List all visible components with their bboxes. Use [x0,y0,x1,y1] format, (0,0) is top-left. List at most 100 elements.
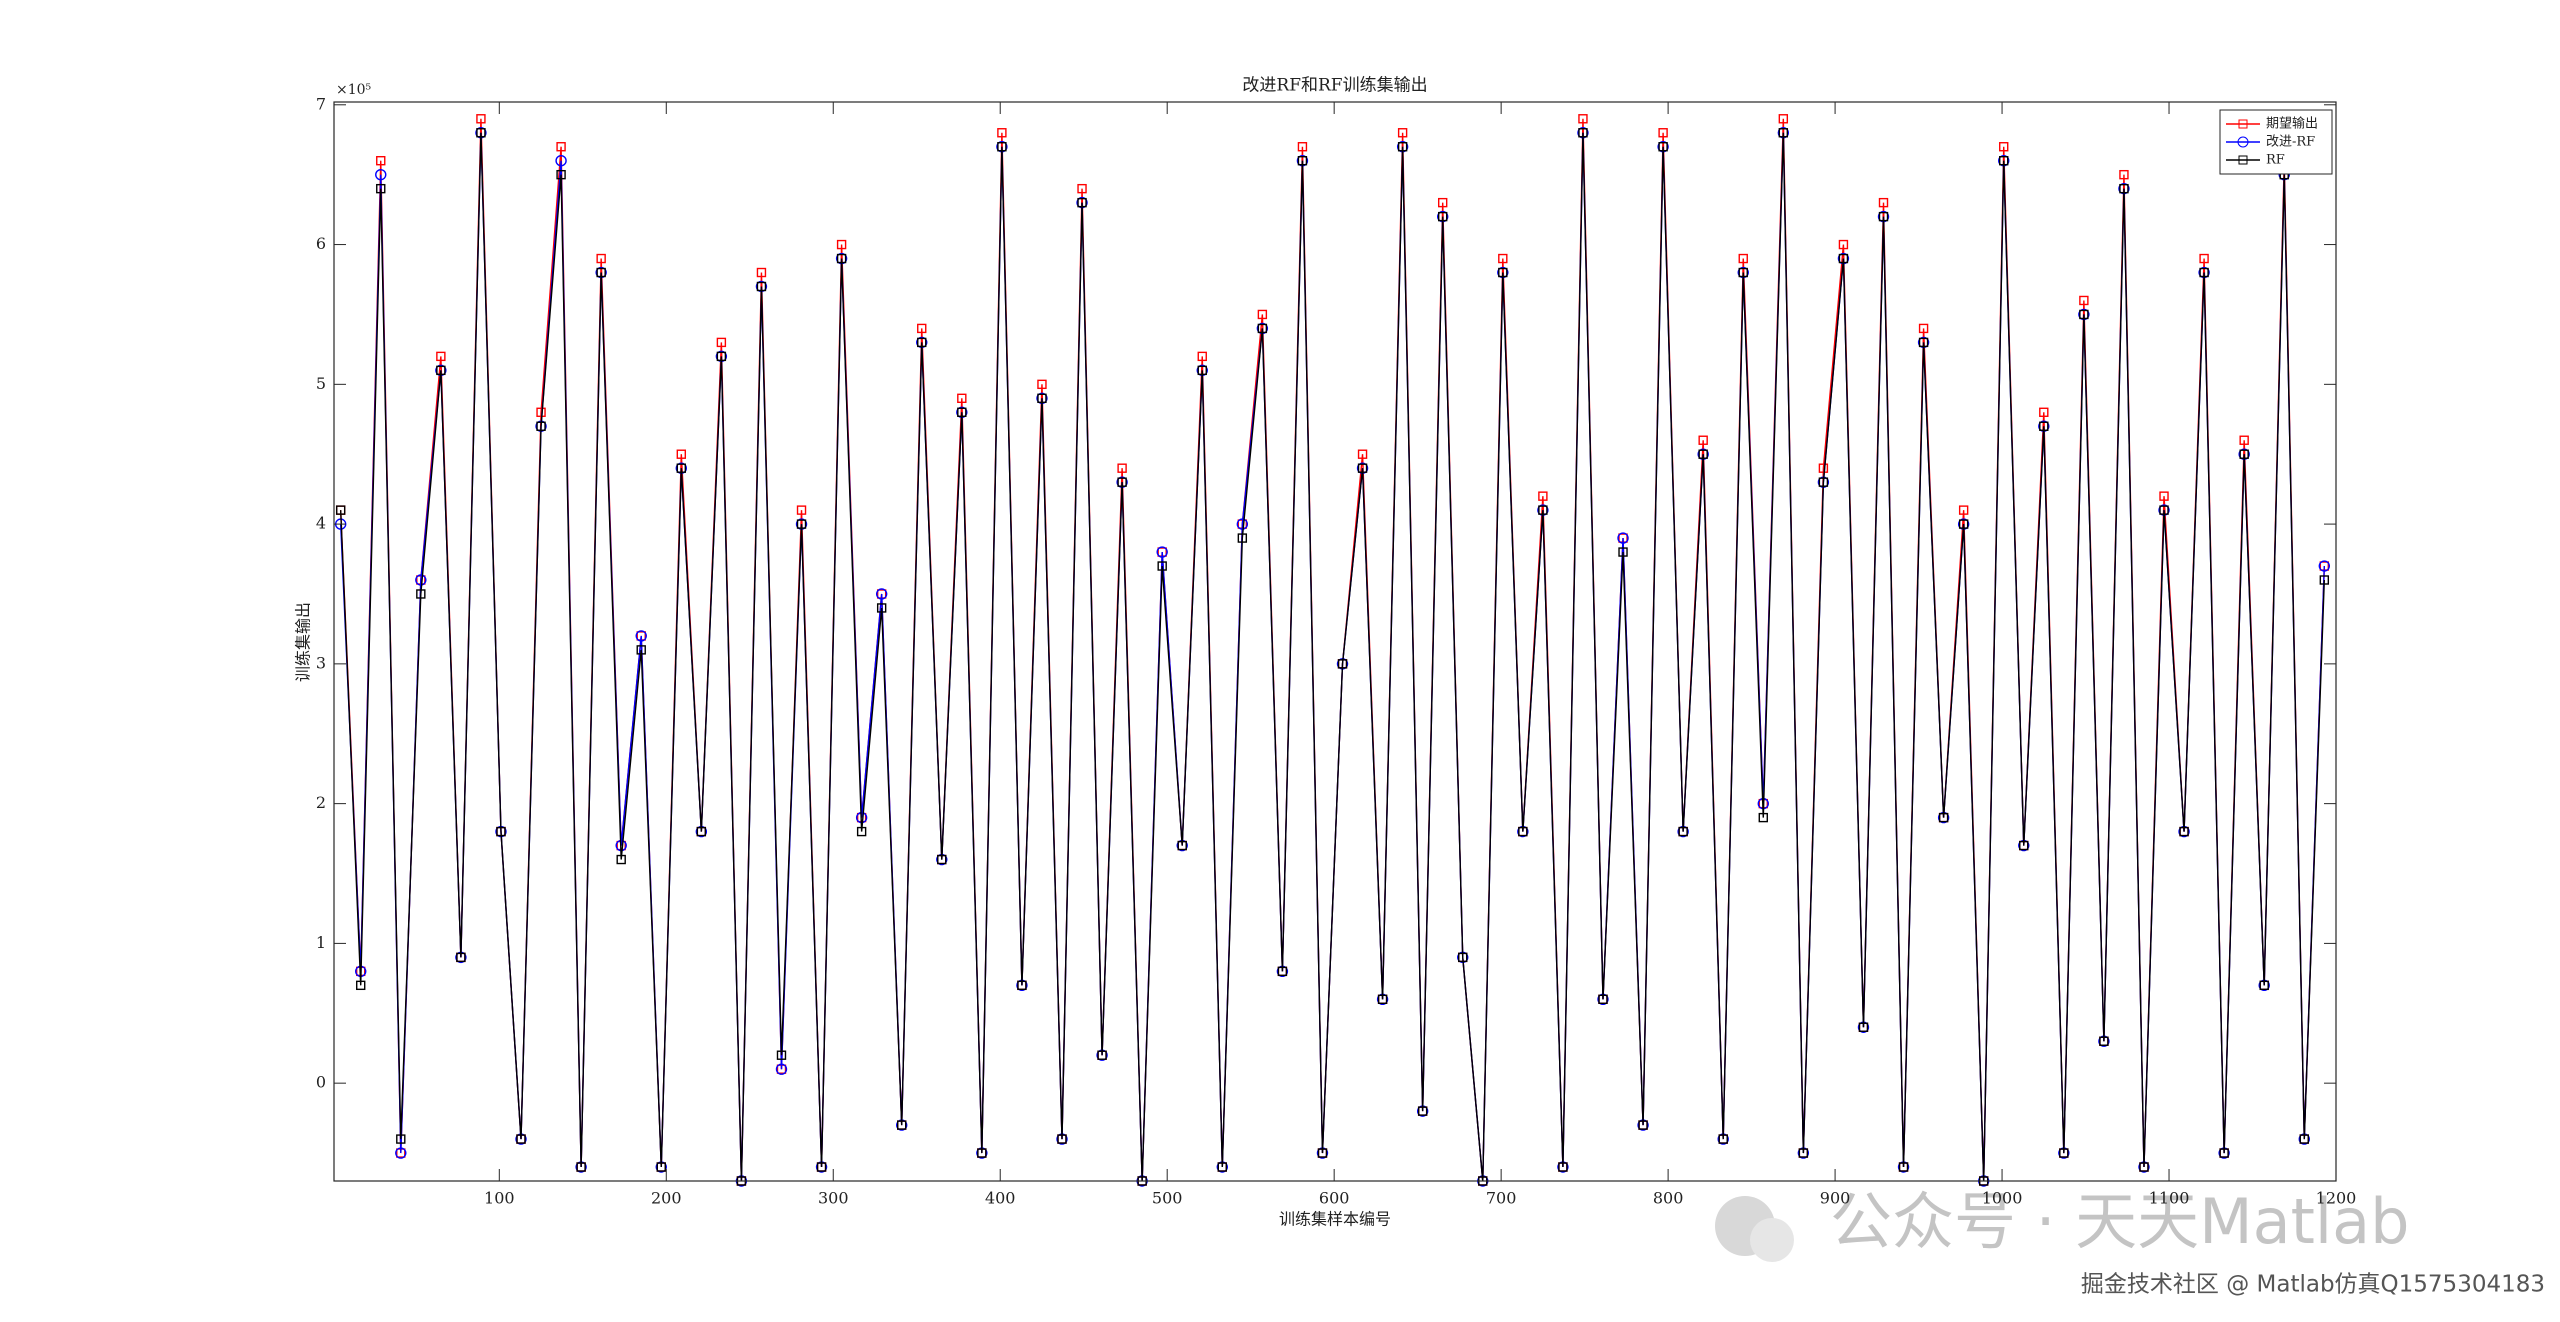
marker [395,1147,407,1159]
marker [1177,840,1187,851]
marker [656,1162,666,1172]
marker [1798,1148,1809,1158]
marker [917,323,927,334]
marker [1458,952,1468,963]
x-tick-label: 200 [651,1189,682,1208]
marker [476,128,486,138]
legend-label: 期望输出 [2266,116,2318,132]
marker [375,168,387,181]
marker [1698,449,1708,459]
marker [1718,1134,1728,1144]
marker [1498,267,1508,278]
marker [1938,812,1949,823]
marker [1357,449,1368,459]
marker [1678,826,1688,837]
marker [2259,980,2269,991]
marker [1878,197,1889,208]
marker [1958,505,1969,515]
marker [536,421,546,431]
marker [1317,1148,1328,1158]
watermark-icon [1715,1196,1794,1262]
marker [1738,267,1748,278]
marker [1197,365,1207,376]
marker [396,1134,406,1144]
marker [1918,337,1929,348]
marker [2079,295,2089,306]
marker [816,1162,827,1172]
marker [2059,1148,2069,1158]
marker [2199,267,2209,278]
marker [2099,1036,2109,1046]
marker [1738,253,1748,264]
marker [1437,197,1448,208]
marker [1778,114,1789,124]
marker [676,449,687,459]
marker [875,588,888,600]
legend-marker [2238,155,2248,165]
marker [937,854,947,865]
marker [1898,1162,1909,1172]
y-tick-label: 0 [316,1073,326,1092]
plot [334,114,2331,1187]
marker [1236,518,1249,530]
marker [1417,1106,1428,1116]
chart-title: 改进RF和RF训练集输出 [1242,76,1427,96]
marker [1878,211,1889,222]
marker [616,854,626,865]
y-tick-label: 2 [316,793,326,812]
x-axis-label: 训练集样本编号 [1279,1210,1391,1229]
marker [2299,1134,2309,1144]
marker [1117,463,1127,473]
x-tick-label: 100 [484,1189,515,1208]
marker [2219,1148,2229,1158]
marker [977,1148,987,1158]
marker [1337,659,1348,669]
marker [1117,477,1127,487]
marker [2318,560,2331,572]
y-tick-label: 5 [316,374,326,393]
marker [1617,532,1629,544]
marker [1958,519,1969,529]
footer: 掘金技术社区 @ Matlab仿真Q1575304183 [2081,1272,2545,1298]
marker [1518,826,1528,837]
marker [596,267,606,278]
marker [2119,183,2129,194]
marker [1437,211,1448,222]
marker [1818,463,1829,473]
marker [2159,491,2169,501]
legend-marker [2237,136,2249,148]
marker [2019,840,2029,851]
marker [436,365,446,376]
marker [1297,142,1308,152]
marker [796,519,807,529]
marker [1197,351,1207,362]
marker [476,114,486,124]
marker [1538,505,1548,515]
marker [536,407,546,417]
marker [1999,142,2009,152]
marker [2039,421,2049,431]
x-tick-label: 1200 [2316,1189,2357,1208]
marker [636,645,646,655]
marker [2199,253,2209,264]
plot-area [334,102,2336,1181]
marker [897,1120,907,1130]
marker [796,505,807,515]
marker [1838,253,1849,264]
x-tick-label: 1000 [1982,1189,2023,1208]
legend-label: 改进-RF [2266,135,2315,150]
marker [756,281,767,292]
marker [1498,253,1508,264]
x-tick-label: 900 [1820,1189,1851,1208]
marker [1077,197,1087,208]
marker [1097,1050,1107,1060]
marker [696,826,707,837]
marker [376,183,386,194]
marker [1918,323,1929,334]
marker [415,574,427,586]
marker [836,239,847,250]
marker [1237,533,1248,543]
